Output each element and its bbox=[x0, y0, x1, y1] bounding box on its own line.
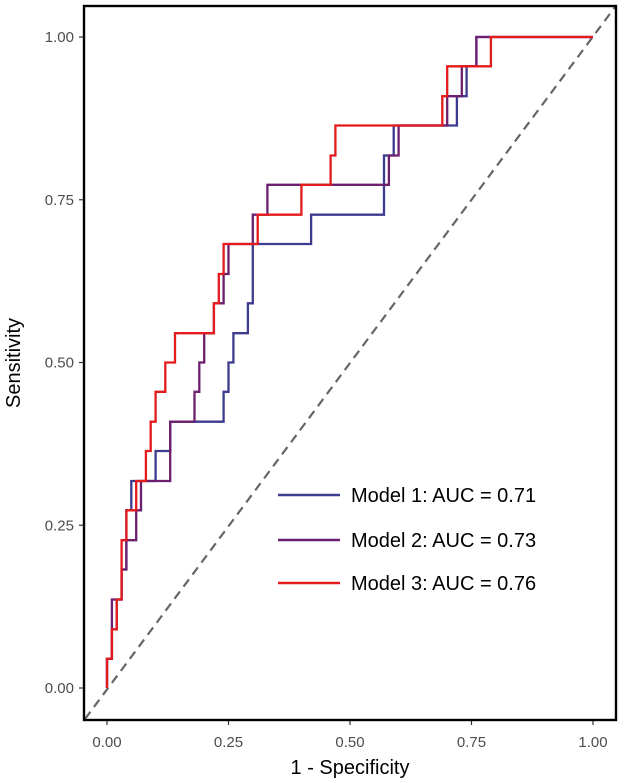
legend-label-model-1: Model 1: AUC = 0.71 bbox=[351, 485, 536, 507]
chance-reference-line bbox=[84, 6, 616, 720]
y-tick-label: 0.00 bbox=[45, 680, 74, 697]
axis-ticks: 0.00 0.25 0.50 0.75 1.00 0.00 0.25 0.50 0.75 1.00 bbox=[45, 29, 608, 751]
y-tick-label: 0.25 bbox=[45, 517, 74, 534]
x-axis-title: 1 - Specificity bbox=[291, 757, 410, 779]
x-tick-label: 0.00 bbox=[92, 734, 121, 751]
legend: Model 1: AUC = 0.71 Model 2: AUC = 0.73 … bbox=[278, 485, 536, 595]
legend-label-model-2: Model 2: AUC = 0.73 bbox=[351, 530, 536, 552]
plot-frame bbox=[82, 4, 618, 722]
roc-curves bbox=[105, 35, 593, 688]
y-tick-label: 1.00 bbox=[45, 29, 74, 46]
y-axis-title: Sensitivity bbox=[3, 318, 25, 408]
y-tick-label: 0.50 bbox=[45, 355, 74, 372]
y-tick-label: 0.75 bbox=[45, 192, 74, 209]
x-tick-label: 1.00 bbox=[578, 734, 607, 751]
legend-label-model-3: Model 3: AUC = 0.76 bbox=[351, 573, 536, 595]
roc-curve-model-3 bbox=[105, 35, 593, 688]
x-tick-label: 0.50 bbox=[335, 734, 364, 751]
x-tick-label: 0.25 bbox=[214, 734, 243, 751]
x-tick-label: 0.75 bbox=[457, 734, 486, 751]
